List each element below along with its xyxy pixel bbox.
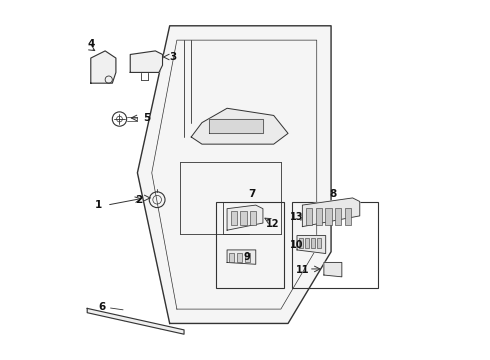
Polygon shape [130, 51, 163, 72]
Text: 11: 11 [295, 265, 309, 275]
Bar [245, 253, 250, 262]
Text: 10: 10 [290, 239, 303, 249]
Bar [216, 202, 285, 288]
Polygon shape [302, 198, 360, 226]
Bar [237, 253, 242, 262]
Text: 5: 5 [143, 113, 150, 123]
Bar [229, 253, 234, 262]
Bar [317, 238, 321, 248]
Bar [299, 238, 303, 248]
Polygon shape [297, 235, 326, 253]
Polygon shape [227, 205, 263, 230]
Text: 3: 3 [170, 52, 177, 62]
Bar [231, 211, 237, 225]
Bar [335, 208, 342, 225]
Text: 7: 7 [248, 189, 256, 199]
Text: 4: 4 [87, 40, 95, 49]
Text: 8: 8 [329, 189, 337, 199]
Text: 9: 9 [244, 252, 250, 262]
Bar [311, 238, 315, 248]
Bar [344, 208, 351, 225]
Bar [316, 208, 322, 225]
Text: 2: 2 [136, 195, 143, 205]
Polygon shape [209, 119, 263, 134]
Text: 12: 12 [266, 219, 280, 229]
Bar [292, 202, 378, 288]
Polygon shape [191, 108, 288, 144]
Polygon shape [324, 262, 342, 277]
Polygon shape [87, 309, 184, 334]
Bar [240, 211, 247, 225]
Bar [325, 208, 332, 225]
Bar [250, 211, 256, 225]
Polygon shape [91, 51, 116, 83]
Polygon shape [227, 250, 256, 264]
Text: 1: 1 [95, 200, 101, 210]
Text: 6: 6 [98, 302, 105, 312]
Text: 13: 13 [290, 212, 304, 222]
Polygon shape [137, 26, 331, 323]
Bar [305, 238, 309, 248]
Bar [306, 208, 313, 225]
